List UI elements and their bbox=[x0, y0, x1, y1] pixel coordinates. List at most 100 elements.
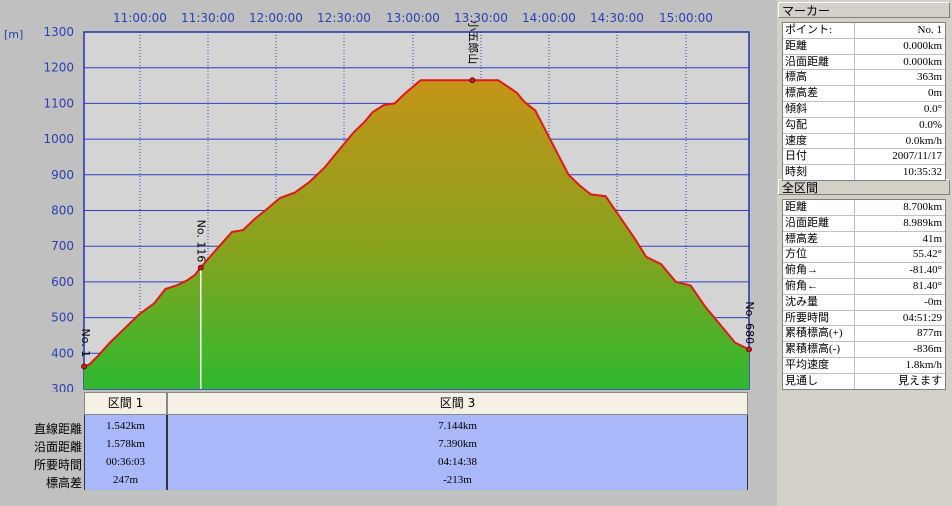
segment-1-body[interactable]: 1.542km 1.578km 00:36:03 247m bbox=[84, 415, 167, 490]
property-row: 標高差 0m bbox=[783, 86, 945, 102]
elevation-area bbox=[84, 80, 749, 389]
property-value: 0.0% bbox=[919, 118, 942, 131]
property-value: 0.0° bbox=[923, 102, 942, 115]
segment-table: 直線距離 沿面距離 所要時間 標高差 bbox=[0, 392, 777, 506]
time-tick-label: 11:30:00 bbox=[181, 11, 235, 25]
property-value: -836m bbox=[913, 343, 942, 356]
row-label-straight: 直線距離 bbox=[33, 422, 82, 436]
segment-1-straight: 1.542km bbox=[106, 420, 145, 432]
total-panel-title: 全区間 bbox=[778, 179, 950, 195]
marker-point[interactable] bbox=[746, 346, 752, 353]
time-tick-label: 14:00:00 bbox=[522, 11, 576, 25]
marker-point[interactable] bbox=[81, 363, 87, 370]
marker-properties-table: ポイント: No. 1 距離 0.000km 沿面距離 0.000km 標高 363m 標高差 0… bbox=[782, 22, 946, 181]
property-value: 8.700km bbox=[903, 201, 942, 213]
y-axis-unit: [m] bbox=[4, 28, 23, 41]
time-axis-ticks: 11:00:00 11:30:00 12:00:00 12:30:00 13:00:00… bbox=[113, 11, 713, 25]
elevation-profile bbox=[83, 79, 750, 389]
y-tick-label: 500 bbox=[51, 311, 74, 325]
property-value: 1.8km/h bbox=[905, 358, 942, 371]
y-tick-label: 400 bbox=[51, 346, 74, 360]
property-key: 俯角← bbox=[783, 278, 855, 294]
y-tick-label: 900 bbox=[51, 168, 74, 182]
property-value: 0.0km/h bbox=[905, 134, 942, 147]
property-row: 沈み量 -0m bbox=[783, 294, 945, 311]
property-key: 方位 bbox=[783, 247, 855, 263]
y-tick-label: 300 bbox=[51, 382, 74, 392]
segment-3-time: 04:14:38 bbox=[437, 456, 478, 468]
row-label-elev: 標高差 bbox=[45, 476, 82, 490]
property-row: 時刻 10:35:32 bbox=[783, 165, 945, 180]
elevation-axis-ticks: 1300 1200 1100 1000 900 800 700 600 500 400 300 bbox=[43, 25, 74, 392]
y-tick-label: 1100 bbox=[43, 96, 74, 110]
property-key: 標高差 bbox=[783, 231, 855, 247]
elevation-line bbox=[83, 79, 750, 368]
property-key: 時刻 bbox=[783, 165, 855, 180]
marker-point[interactable] bbox=[469, 77, 476, 84]
property-value: 8.989km bbox=[903, 216, 942, 229]
property-key: 見通し bbox=[783, 373, 855, 389]
property-row: 日付 2007/11/17 bbox=[783, 149, 945, 166]
marker-panel-title: マーカー bbox=[778, 2, 950, 18]
segment-1-elev: 247m bbox=[112, 474, 139, 486]
y-tick-label: 800 bbox=[51, 204, 74, 218]
property-value: 2007/11/17 bbox=[892, 150, 942, 163]
property-key: ポイント: bbox=[783, 23, 855, 38]
property-key: 傾斜 bbox=[783, 101, 855, 117]
property-row: 平均速度 1.8km/h bbox=[783, 357, 945, 374]
time-tick-label: 15:00:00 bbox=[659, 11, 713, 25]
property-row: 傾斜 0.0° bbox=[783, 101, 945, 118]
segment-3-header[interactable]: 区間 3 bbox=[167, 392, 748, 415]
y-tick-label: 1300 bbox=[43, 25, 74, 39]
property-row: 距離 0.000km bbox=[783, 38, 945, 55]
property-value: 41m bbox=[922, 232, 942, 245]
property-value: No. 1 bbox=[917, 24, 942, 36]
time-tick-label: 11:00:00 bbox=[113, 11, 167, 25]
property-key: 標高差 bbox=[783, 86, 855, 101]
marker-label: 小五郎山 bbox=[466, 20, 480, 64]
property-key: 沿面距離 bbox=[783, 215, 855, 231]
property-value: 0m bbox=[927, 87, 942, 100]
property-row: 標高差 41m bbox=[783, 231, 945, 248]
segment-3-elev: -213m bbox=[443, 474, 472, 486]
property-row: 沿面距離 8.989km bbox=[783, 215, 945, 232]
segment-3-body[interactable]: 7.144km 7.390km 04:14:38 -213m bbox=[167, 415, 748, 490]
property-value: 0.000km bbox=[903, 39, 942, 52]
property-value: 877m bbox=[916, 327, 942, 340]
property-value: -0m bbox=[924, 295, 942, 308]
marker-label: No. 116 bbox=[195, 220, 208, 263]
property-row: 距離 8.700km bbox=[783, 200, 945, 216]
marker-point[interactable] bbox=[197, 264, 204, 271]
property-value: 見えます bbox=[898, 374, 942, 387]
time-tick-label: 13:30:00 bbox=[454, 11, 508, 25]
property-key: 距離 bbox=[783, 38, 855, 54]
property-row: 速度 0.0km/h bbox=[783, 133, 945, 150]
property-value: 363m bbox=[916, 71, 942, 84]
property-value: 0.000km bbox=[903, 55, 942, 68]
property-key: 所要時間 bbox=[783, 310, 855, 326]
property-key: 速度 bbox=[783, 133, 855, 149]
segment-1-surface: 1.578km bbox=[106, 438, 145, 450]
segment-1-time: 00:36:03 bbox=[105, 456, 146, 468]
chart-markers[interactable]: No. 1 No. 116 小五郎山 No. 680 bbox=[79, 20, 756, 370]
property-key: 勾配 bbox=[783, 117, 855, 133]
property-row: 方位 55.42° bbox=[783, 247, 945, 264]
property-key: 沿面距離 bbox=[783, 54, 855, 70]
property-key: 累積標高(+) bbox=[783, 326, 855, 342]
segment-1-header[interactable]: 区間 1 bbox=[84, 392, 167, 415]
y-tick-label: 600 bbox=[51, 275, 74, 289]
elevation-chart[interactable]: 11:00:00 11:30:00 12:00:00 12:30:00 13:00:00… bbox=[0, 0, 777, 392]
property-row: 見通し 見えます bbox=[783, 373, 945, 389]
total-properties-table: 距離 8.700km 沿面距離 8.989km 標高差 41m 方位 55.42° 俯角→ -81… bbox=[782, 199, 946, 390]
property-key: 平均速度 bbox=[783, 357, 855, 373]
property-row: 累積標高(+) 877m bbox=[783, 326, 945, 343]
property-row: 俯角← 81.40° bbox=[783, 278, 945, 295]
row-label-surface: 沿面距離 bbox=[33, 440, 82, 454]
segment-3-surface: 7.390km bbox=[438, 438, 477, 450]
property-value: 81.40° bbox=[912, 279, 942, 292]
time-tick-label: 14:30:00 bbox=[590, 11, 644, 25]
property-row: 勾配 0.0% bbox=[783, 117, 945, 134]
property-value: -81.40° bbox=[909, 264, 942, 277]
y-tick-label: 1200 bbox=[43, 61, 74, 75]
segment-3-straight: 7.144km bbox=[438, 420, 477, 432]
